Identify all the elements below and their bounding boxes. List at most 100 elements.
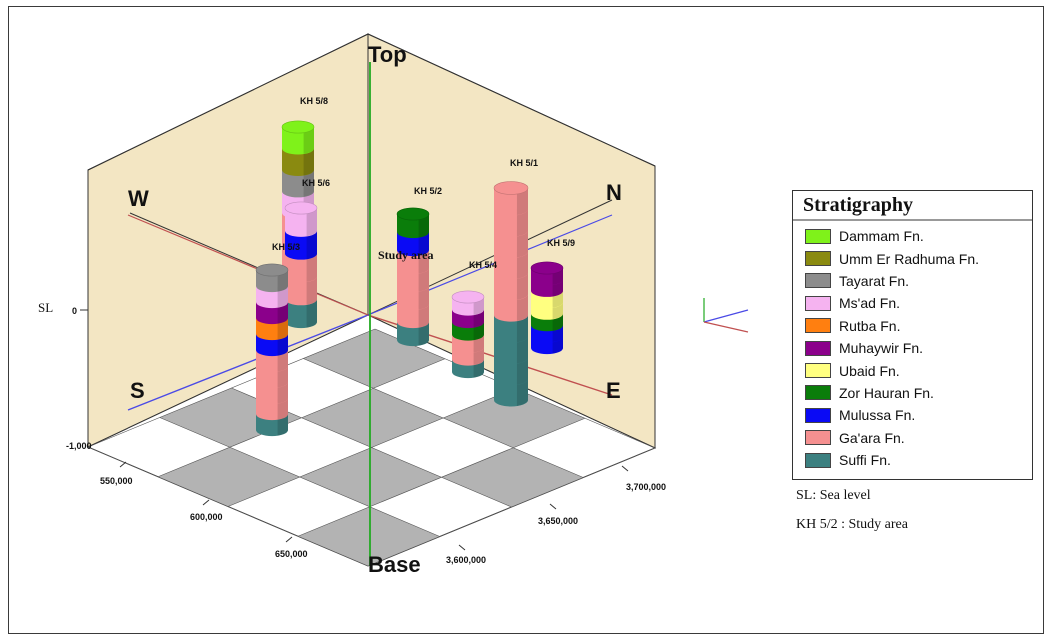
legend-item: Suffi Fn. [793, 449, 1032, 471]
well-layer-shading [277, 414, 288, 436]
legend-label: Muhaywir Fn. [839, 340, 924, 357]
well-kh59 [530, 261, 564, 355]
legend-item: Umm Er Radhuma Fn. [793, 247, 1032, 269]
legend-swatch [805, 273, 831, 289]
well-layer-shading [306, 299, 317, 328]
well-layer-shading [303, 127, 314, 154]
x-tick-650000: 650,000 [275, 549, 308, 559]
well-layer-shading [306, 276, 317, 305]
legend-swatch [805, 340, 831, 356]
well-layer-shading [516, 188, 528, 216]
well-label-kh59: KH 5/9 [547, 238, 575, 248]
well-top-cap [530, 261, 564, 275]
legend-swatch [805, 385, 831, 401]
well-layer-shading [418, 214, 429, 238]
well-top-cap [284, 201, 318, 215]
north-label: N [606, 180, 622, 205]
well-kh56 [284, 201, 318, 329]
legend-divider [793, 219, 1032, 221]
well-layer-shading [516, 272, 528, 300]
well-layer-shading [418, 286, 429, 310]
well-top-cap [451, 290, 485, 304]
legend-swatch [805, 251, 831, 267]
box-edge-left-top [87, 33, 369, 171]
west-label: W [128, 186, 149, 211]
well-layer-shading [516, 357, 528, 385]
legend-label: Suffi Fn. [839, 452, 891, 469]
well-label-kh53: KH 5/3 [272, 242, 300, 252]
legend-swatch [805, 318, 831, 334]
well-layer-shading [277, 350, 288, 372]
x-tick-600000: 600,000 [190, 512, 223, 522]
well-layer-shading [516, 294, 528, 322]
south-label: S [130, 378, 145, 403]
legend-swatch [805, 228, 831, 244]
box-edge-right-top [367, 33, 656, 167]
legend-swatch [805, 363, 831, 379]
depth-tick: -1,000 [66, 441, 92, 451]
legend-item: Dammam Fn. [793, 225, 1032, 247]
legend-label: Ubaid Fn. [839, 362, 900, 379]
legend-label: Ga'ara Fn. [839, 429, 905, 446]
legend-item: Ga'ara Fn. [793, 427, 1032, 449]
well-layer-shading [516, 336, 528, 364]
well-layer-shading [277, 286, 288, 308]
study-area-note: KH 5/2 : Study area [796, 517, 908, 532]
study-area-label: Study area [378, 248, 433, 262]
wall-line-south [127, 314, 369, 411]
floor-gridline [157, 358, 446, 478]
well-layer-shading [277, 366, 288, 388]
well-layer-shading [277, 398, 288, 420]
legend-swatch [805, 430, 831, 446]
well-layer-shading [418, 250, 429, 274]
well-top-cap [281, 120, 315, 134]
well-label-kh52: KH 5/2 [414, 186, 442, 196]
legend-swatch [805, 295, 831, 311]
legend-item: Ubaid Fn. [793, 359, 1032, 381]
well-top-cap [396, 207, 430, 221]
well-layer-shading [277, 302, 288, 324]
well-layer-shading [418, 304, 429, 328]
legend-label: Zor Hauran Fn. [839, 384, 934, 401]
y-tick-3700000: 3,700,000 [626, 482, 666, 492]
well-layer-shading [303, 148, 314, 176]
wells-group [255, 120, 564, 437]
legend-label: Umm Er Radhuma Fn. [839, 250, 980, 267]
base-label: Base [368, 552, 421, 577]
legend: Stratigraphy Dammam Fn. Umm Er Radhuma Fn… [792, 190, 1033, 480]
well-layer-shading [418, 322, 429, 346]
legend-label: Rutba Fn. [839, 317, 901, 334]
well-kh53 [255, 263, 289, 437]
well-layer-shading [418, 232, 429, 256]
floor-gridlines [87, 328, 656, 567]
floor-gridline [303, 358, 584, 478]
well-top-cap [493, 181, 529, 195]
legend-swatch [805, 452, 831, 468]
legend-items: Dammam Fn. Umm Er Radhuma Fn. Tayarat Fn. M… [793, 225, 1032, 471]
well-layer-shading [418, 268, 429, 292]
well-layer-shading [516, 251, 528, 279]
x-axis-ticks: 550,000 600,000 650,000 [100, 461, 308, 559]
well-layer-shading [516, 230, 528, 258]
well-kh51 [493, 181, 529, 407]
orientation-axes-icon [703, 298, 749, 333]
legend-item: Muhaywir Fn. [793, 337, 1032, 359]
legend-label: Ms'ad Fn. [839, 295, 901, 312]
well-layer-shading [516, 315, 528, 343]
top-label: Top [368, 42, 407, 67]
well-layer-shading [306, 208, 317, 237]
red-diagonal-line [127, 214, 369, 316]
x-tick-550000: 550,000 [100, 476, 133, 486]
well-label-kh54: KH 5/4 [469, 260, 497, 270]
y-axis-ticks: 3,600,000 3,650,000 3,700,000 [446, 465, 666, 565]
well-layer-shading [277, 318, 288, 340]
well-kh54 [451, 290, 485, 379]
sea-level-note: SL: Sea level [796, 488, 871, 503]
legend-item: Rutba Fn. [793, 315, 1032, 337]
legend-label: Mulussa Fn. [839, 407, 916, 424]
well-label-kh56: KH 5/6 [302, 178, 330, 188]
well-label-kh58: KH 5/8 [300, 96, 328, 106]
sea-level-tick: 0 [72, 306, 77, 316]
legend-item: Zor Hauran Fn. [793, 382, 1032, 404]
